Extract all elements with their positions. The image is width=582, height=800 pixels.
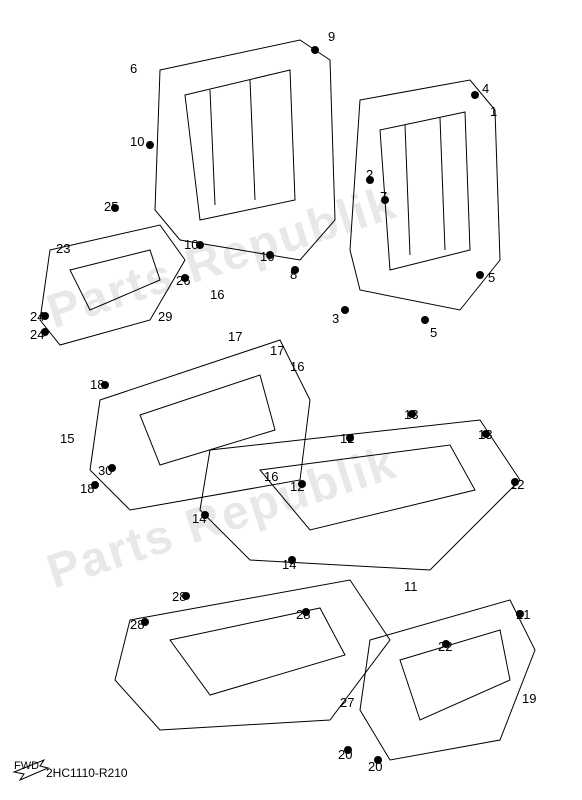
callout-5: 5	[488, 271, 495, 284]
callout-23: 23	[56, 242, 70, 255]
callout-8: 8	[290, 268, 297, 281]
callout-14: 14	[282, 558, 296, 571]
callout-24: 24	[30, 310, 44, 323]
callout-28: 28	[172, 590, 186, 603]
callout-10: 10	[130, 135, 144, 148]
fwd-indicator: FWD	[14, 760, 39, 772]
callout-16: 16	[290, 360, 304, 373]
callout-13: 13	[478, 428, 492, 441]
callout-17: 17	[270, 344, 284, 357]
callout-4: 4	[482, 82, 489, 95]
callout-24: 24	[30, 328, 44, 341]
callout-10: 10	[184, 238, 198, 251]
callout-11: 11	[404, 580, 418, 593]
callout-6: 6	[130, 62, 137, 75]
callout-10: 10	[260, 250, 274, 263]
callout-30: 30	[98, 464, 112, 477]
callout-25: 25	[104, 200, 118, 213]
callout-17: 17	[228, 330, 242, 343]
callout-22: 22	[438, 640, 452, 653]
callout-28: 28	[130, 618, 144, 631]
parts-linework	[0, 0, 582, 800]
callout-12: 12	[510, 478, 524, 491]
callout-1: 1	[490, 105, 497, 118]
callout-2: 2	[366, 168, 373, 181]
callout-20: 20	[368, 760, 382, 773]
callout-16: 16	[210, 288, 224, 301]
callout-21: 21	[516, 608, 530, 621]
callout-7: 7	[380, 190, 387, 203]
callout-28: 28	[296, 608, 310, 621]
callout-9: 9	[328, 30, 335, 43]
callout-13: 13	[404, 408, 418, 421]
callout-12: 12	[340, 432, 354, 445]
callout-5: 5	[430, 326, 437, 339]
callout-29: 29	[158, 310, 172, 323]
callout-18: 18	[90, 378, 104, 391]
callout-19: 19	[522, 692, 536, 705]
callout-20: 20	[338, 748, 352, 761]
callout-3: 3	[332, 312, 339, 325]
callout-14: 14	[192, 512, 206, 525]
callout-16: 16	[264, 470, 278, 483]
callout-15: 15	[60, 432, 74, 445]
callout-18: 18	[80, 482, 94, 495]
diagram-container: Parts RepublikParts Republik	[0, 0, 582, 800]
callout-26: 26	[176, 274, 190, 287]
part-code: 2HC1110-R210	[46, 766, 128, 780]
callout-12: 12	[290, 480, 304, 493]
callout-27: 27	[340, 696, 354, 709]
